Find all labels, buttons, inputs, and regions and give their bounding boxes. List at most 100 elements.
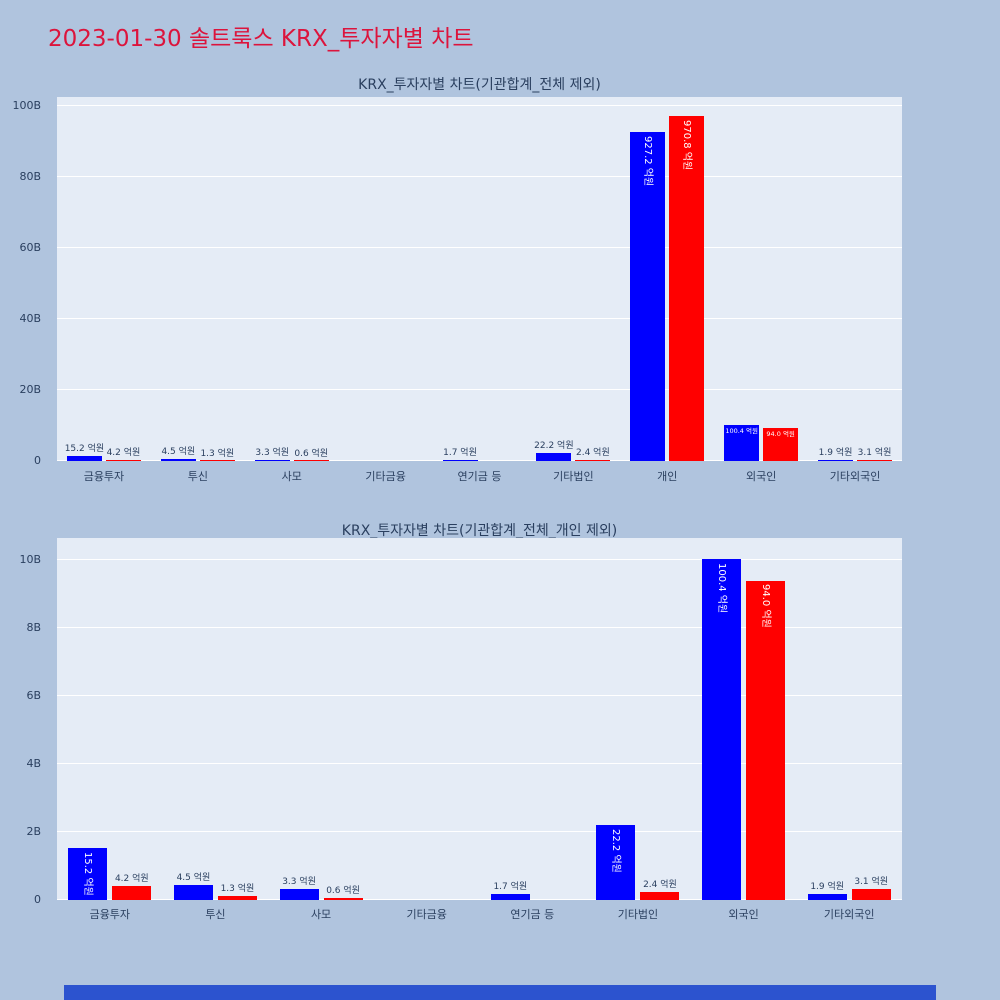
bar-red-사모[interactable] (293, 460, 329, 461)
bar-value-label: 927.2 억원 (642, 135, 654, 186)
bar-red-사모[interactable] (323, 897, 363, 900)
bar-blue-기타외국인[interactable] (807, 893, 847, 900)
x-axis-category-label: 기타외국인 (829, 470, 881, 483)
bar-value-label: 15.2 억원 (82, 852, 94, 897)
x-axis-category-label: 연기금 등 (457, 470, 502, 483)
bar-blue-사모[interactable] (254, 459, 290, 461)
bar-blue-사모[interactable] (279, 888, 319, 900)
y-tick-label: 80B (19, 169, 41, 183)
gridline (57, 627, 902, 629)
footer-bar (64, 985, 936, 1000)
bar-value-label: 15.2 억원 (64, 443, 105, 454)
x-axis-category-label: 기타금융 (406, 908, 447, 921)
bar-value-label: 22.2 억원 (534, 441, 574, 452)
x-axis: 금융투자 투신 사모 기타금융 연기금 등 기타법인 외국인 기타외국인 (57, 906, 902, 922)
plot-area: 15.2 억원 4.5 억원 3.3 억원 1.7 억원 22.2 억원 927.2 억원… (57, 97, 902, 461)
gridline (57, 763, 902, 765)
bar-red-기타법인[interactable] (640, 891, 680, 900)
bar-red-금융투자[interactable] (105, 459, 141, 461)
bar-blue-기타법인[interactable] (596, 824, 636, 900)
bar-value-label: 100.4 억원 (716, 562, 728, 613)
bar-blue-투신[interactable] (160, 459, 196, 461)
bar-red-개인[interactable] (669, 116, 705, 461)
y-tick-label: 40B (19, 311, 41, 325)
y-tick-label: 2B (26, 825, 41, 839)
x-axis-category-label: 외국인 (745, 470, 777, 483)
x-axis-category-label: 개인 (657, 470, 678, 483)
bar-red-외국인[interactable] (746, 580, 786, 900)
x-axis-category-label: 연기금 등 (510, 908, 555, 921)
gridline (57, 246, 902, 248)
gridline (57, 104, 902, 106)
chart-title: KRX_투자자별 차트(기관합계_전체_개인 제외) (341, 523, 618, 539)
bar-value-label: 3.3 억원 (255, 447, 290, 458)
bar-value-label: 3.1 억원 (857, 447, 892, 458)
bar-blue-기타외국인[interactable] (818, 460, 854, 461)
y-tick-label: 8B (26, 621, 41, 635)
bar-blue-기타법인[interactable] (536, 453, 572, 461)
bar-red-기타외국인[interactable] (857, 459, 893, 461)
y-tick-label: 6B (26, 689, 41, 703)
bar-value-label: 3.3 억원 (282, 876, 316, 887)
gridline (57, 388, 902, 390)
x-axis-category-label: 기타금융 (365, 470, 406, 483)
bar-value-label: 4.5 억원 (176, 872, 211, 883)
bar-blue-외국인[interactable] (724, 425, 760, 461)
bar-value-label: 100.4 억원 (725, 427, 758, 436)
bar-value-label: 1.9 억원 (818, 448, 853, 459)
y-tick-label: 0 (34, 893, 41, 906)
bar-value-label: 970.8 억원 (681, 120, 693, 171)
y-axis: 0 2B 4B 6B 8B 10B (0, 538, 49, 906)
x-axis-category-label: 사모 (310, 908, 332, 921)
bar-value-label: 2.4 억원 (576, 448, 610, 459)
x-axis-category-label: 기타법인 (553, 470, 594, 483)
bar-red-투신[interactable] (217, 895, 257, 900)
bar-blue-외국인[interactable] (702, 558, 742, 900)
bar-value-label: 94.0 억원 (766, 429, 795, 438)
chart-title: KRX_투자자별 차트(기관합계_전체 제외) (358, 77, 601, 93)
bar-value-label: 94.0 억원 (760, 584, 772, 629)
bar-value-label: 1.3 억원 (200, 448, 235, 459)
chart-investor-except-individuals: KRX_투자자별 차트(기관합계_전체_개인 제외) 0 2B 4B 6B 8B 10B … (0, 512, 1000, 942)
bar-value-label: 1.7 억원 (493, 882, 528, 893)
bar-red-기타법인[interactable] (575, 460, 611, 461)
bar-value-label: 1.9 억원 (810, 881, 845, 892)
gridline (57, 460, 902, 461)
bar-blue-금융투자[interactable] (68, 848, 108, 900)
bar-value-label: 0.6 억원 (326, 885, 360, 896)
bar-value-label: 1.7 억원 (443, 448, 477, 459)
gridline (57, 899, 902, 900)
bar-value-label: 4.2 억원 (114, 873, 149, 884)
bar-red-기타외국인[interactable] (851, 889, 891, 900)
gridline (57, 559, 902, 561)
page-title: 2023-01-30 솔트룩스 KRX_투자자별 차트 (48, 26, 474, 52)
bar-blue-금융투자[interactable] (66, 455, 102, 461)
bar-value-label: 0.6 억원 (294, 448, 329, 459)
bar-red-투신[interactable] (199, 460, 235, 461)
y-tick-label: 100B (12, 98, 41, 112)
x-axis-category-label: 사모 (281, 470, 302, 483)
bar-value-label: 22.2 억원 (610, 828, 622, 873)
y-tick-label: 0 (34, 454, 41, 467)
y-tick-label: 20B (19, 382, 41, 396)
gridline (57, 831, 902, 833)
plot-area: 15.2 억원 4.5 억원 3.3 억원 1.7 억원 22.2 억원 100.4 억원… (57, 538, 902, 900)
bar-blue-연기금 등[interactable] (442, 460, 478, 461)
y-tick-label: 4B (26, 757, 41, 771)
x-axis-category-label: 외국인 (728, 908, 759, 921)
bar-blue-투신[interactable] (173, 884, 213, 900)
gridline (57, 695, 902, 697)
bar-value-label: 2.4 억원 (643, 879, 677, 890)
x-axis-category-label: 기타외국인 (823, 908, 875, 921)
bar-red-외국인[interactable] (763, 427, 799, 461)
bar-red-금융투자[interactable] (112, 885, 152, 900)
x-axis-category-label: 기타법인 (617, 908, 659, 921)
x-axis-category-label: 금융투자 (89, 908, 131, 921)
x-axis: 금융투자 투신 사모 기타금융 연기금 등 기타법인 개인 외국인 기타외국인 (57, 468, 902, 484)
x-axis-category-label: 금융투자 (83, 470, 125, 483)
y-axis: 0 20B 40B 60B 80B 100B (0, 97, 49, 467)
gridline (57, 317, 902, 319)
gridline (57, 175, 902, 177)
bar-blue-개인[interactable] (630, 131, 666, 461)
bar-blue-연기금 등[interactable] (490, 894, 530, 900)
